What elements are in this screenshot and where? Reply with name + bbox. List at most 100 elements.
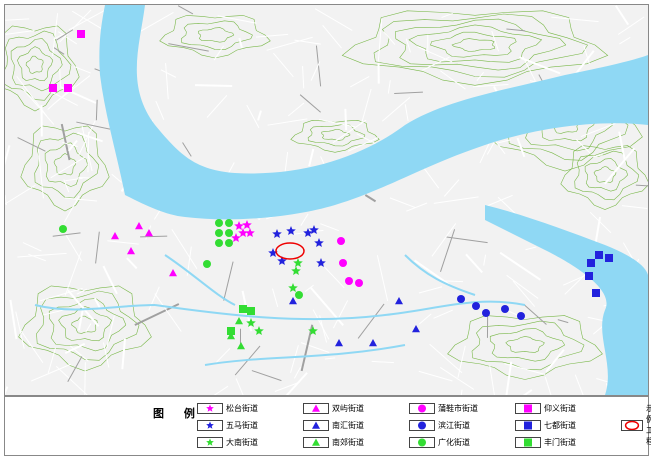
legend-label: 仰义街道 <box>544 404 576 413</box>
square-marker[interactable] <box>592 289 600 297</box>
star-marker[interactable] <box>234 221 244 230</box>
contour-line <box>10 38 63 92</box>
road <box>383 31 396 45</box>
road <box>518 56 561 75</box>
road <box>21 87 55 125</box>
triangle-marker[interactable] <box>111 232 119 240</box>
star-marker[interactable] <box>246 318 256 327</box>
contour-line <box>180 20 253 51</box>
contour-line <box>560 145 650 210</box>
road <box>76 288 88 295</box>
star-marker[interactable] <box>314 238 324 247</box>
square-marker[interactable] <box>605 254 613 262</box>
square-marker[interactable] <box>587 259 595 267</box>
triangle-marker[interactable] <box>127 247 135 255</box>
star-marker[interactable] <box>231 233 241 242</box>
star-marker[interactable] <box>303 228 313 237</box>
road <box>223 261 234 301</box>
star-marker[interactable] <box>316 258 326 267</box>
circle-marker[interactable] <box>355 279 363 287</box>
road <box>394 91 423 94</box>
square-marker[interactable] <box>64 84 72 92</box>
contour-line <box>321 129 351 141</box>
road <box>405 38 412 53</box>
contour-line <box>20 125 110 212</box>
triangle-marker[interactable] <box>369 339 377 347</box>
star-marker[interactable] <box>288 283 298 292</box>
contour-line <box>34 132 100 199</box>
star-marker[interactable] <box>272 229 282 238</box>
legend-item: 松台街道 <box>197 403 258 414</box>
triangle-marker[interactable] <box>135 222 143 230</box>
triangle-marker[interactable] <box>169 269 177 277</box>
circle-marker[interactable] <box>225 239 233 247</box>
triangle-marker[interactable] <box>237 342 245 350</box>
circle-marker[interactable] <box>457 295 465 303</box>
road <box>50 156 85 179</box>
circle-marker[interactable] <box>337 237 345 245</box>
star-marker[interactable] <box>309 225 319 234</box>
circle-marker[interactable] <box>203 260 211 268</box>
contour-line <box>58 306 112 342</box>
contour-line <box>18 285 152 372</box>
square-marker[interactable] <box>239 305 247 313</box>
road <box>213 45 225 61</box>
square-marker[interactable] <box>227 327 235 335</box>
square-marker[interactable] <box>585 272 593 280</box>
star-marker[interactable] <box>245 228 255 237</box>
road <box>28 253 47 262</box>
triangle-icon <box>303 437 329 448</box>
square-marker[interactable] <box>595 251 603 259</box>
triangle-marker[interactable] <box>412 325 420 333</box>
star-marker[interactable] <box>238 228 248 237</box>
triangle-marker[interactable] <box>335 339 343 347</box>
circle-marker[interactable] <box>225 229 233 237</box>
road <box>619 36 631 45</box>
contour-line <box>593 166 617 183</box>
star-marker[interactable] <box>308 326 318 335</box>
star-marker[interactable] <box>268 248 278 257</box>
contour-line <box>2 30 72 101</box>
star-marker[interactable] <box>242 220 252 229</box>
road <box>5 29 35 35</box>
road <box>324 357 336 360</box>
circle-marker[interactable] <box>501 305 509 313</box>
circle-marker[interactable] <box>215 239 223 247</box>
circle-marker[interactable] <box>215 219 223 227</box>
road <box>84 362 86 403</box>
circle-marker[interactable] <box>339 259 347 267</box>
circle-marker[interactable] <box>517 312 525 320</box>
circle-marker[interactable] <box>59 225 67 233</box>
road <box>472 83 509 88</box>
square-marker[interactable] <box>247 307 255 315</box>
circle-marker[interactable] <box>215 229 223 237</box>
triangle-marker[interactable] <box>227 332 235 340</box>
star-marker[interactable] <box>286 226 296 235</box>
legend: 图 例 松台街道 双屿街道 蒲鞋市街道 仰义街道 示例工程 五马街道 南汇街道 滨江街道 七都街… <box>4 396 651 456</box>
triangle-marker[interactable] <box>289 297 297 305</box>
road <box>413 259 450 286</box>
circle-marker[interactable] <box>295 291 303 299</box>
square-icon <box>515 437 541 448</box>
circle-marker[interactable] <box>472 302 480 310</box>
road <box>63 195 80 223</box>
star-marker[interactable] <box>277 256 287 265</box>
square-marker[interactable] <box>49 84 57 92</box>
triangle-marker[interactable] <box>395 297 403 305</box>
triangle-marker[interactable] <box>145 229 153 237</box>
road <box>1 145 11 173</box>
map[interactable] <box>0 4 651 420</box>
square-marker[interactable] <box>77 30 85 38</box>
triangle-marker[interactable] <box>235 317 243 325</box>
circle-marker[interactable] <box>225 219 233 227</box>
road <box>499 251 541 281</box>
triangle-icon <box>303 420 329 431</box>
star-marker[interactable] <box>291 266 301 275</box>
star-marker[interactable] <box>254 326 264 335</box>
circle-marker[interactable] <box>482 309 490 317</box>
road <box>67 355 83 383</box>
star-marker[interactable] <box>293 258 303 267</box>
circle-marker[interactable] <box>345 277 353 285</box>
road <box>64 342 86 355</box>
example-project-marker[interactable] <box>275 242 305 260</box>
